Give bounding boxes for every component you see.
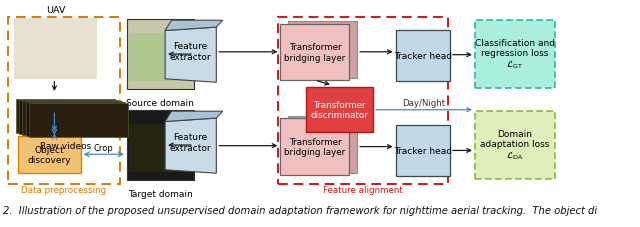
Text: Transformer
bridging layer: Transformer bridging layer [284,137,346,157]
Text: Data preprocessing: Data preprocessing [21,185,107,194]
Text: 2.  Illustration of the proposed unsupervised domain adaptation framework for ni: 2. Illustration of the proposed unsuperv… [3,205,597,215]
Bar [396,125,450,177]
Text: Raw videos: Raw videos [40,141,92,151]
Bar [8,18,120,184]
Text: Transformer
discriminator: Transformer discriminator [310,101,369,120]
Bar [306,88,373,133]
Text: Target domain: Target domain [128,189,193,198]
Bar [129,124,191,173]
Bar [14,19,97,79]
Bar [278,18,448,184]
Text: Source domain: Source domain [126,99,195,108]
Polygon shape [165,112,223,122]
Bar [19,101,118,135]
Bar [29,104,128,137]
Text: Tracker head: Tracker head [394,146,452,155]
Bar [475,112,555,179]
Text: Transformer
bridging layer: Transformer bridging layer [284,43,346,62]
Bar [288,22,357,79]
Bar [16,100,115,134]
Text: Tracker head: Tracker head [394,52,452,61]
Text: Domain
adaptation loss
$\mathcal{L}_{\mathrm{DA}}$: Domain adaptation loss $\mathcal{L}_{\ma… [480,129,550,162]
Polygon shape [165,118,216,173]
Text: Feature alignment: Feature alignment [323,185,403,194]
Text: UAV: UAV [46,6,65,15]
Polygon shape [165,21,223,31]
Bar [396,31,450,82]
Bar [22,102,122,136]
Polygon shape [165,28,216,83]
Text: Crop: Crop [94,144,113,153]
Text: Feature
extractor: Feature extractor [170,42,212,61]
Text: Day/Night: Day/Night [403,98,445,107]
Bar [475,21,555,89]
Bar [127,20,194,90]
Bar [26,103,125,136]
Bar [280,119,349,175]
Text: Feature
extractor: Feature extractor [170,133,212,152]
Text: Object
discovery: Object discovery [28,146,71,165]
Text: Classification and
regression loss
$\mathcal{L}_{\mathrm{GT}}$: Classification and regression loss $\mat… [475,39,555,71]
Bar [288,117,357,173]
Bar [18,136,81,174]
Bar [280,25,349,81]
Bar [127,111,194,180]
Bar [129,33,191,82]
